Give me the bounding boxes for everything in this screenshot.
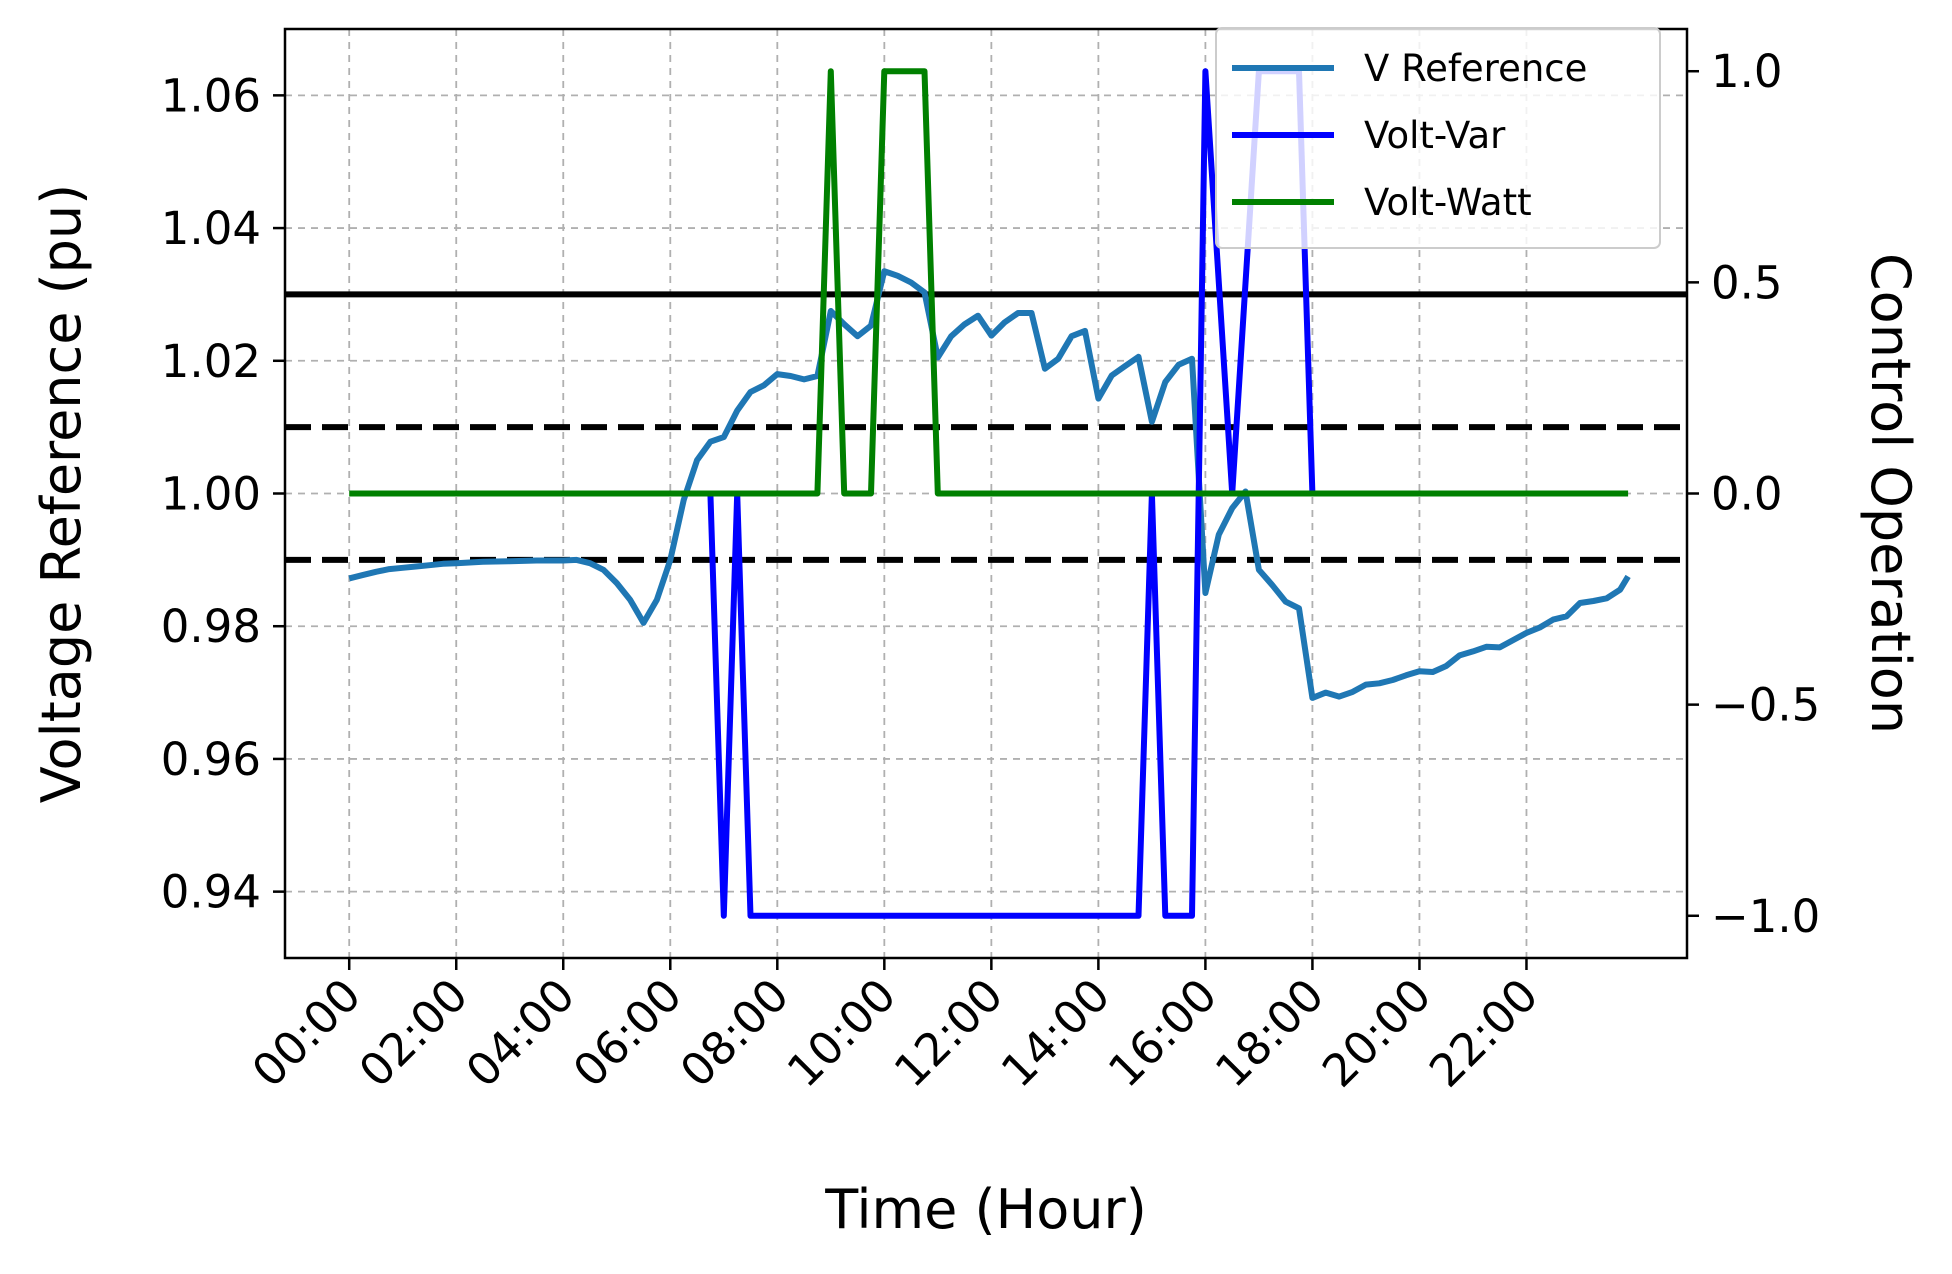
series-line-v-reference <box>348 268 1631 701</box>
right-y-tick-label: −1.0 <box>1711 890 1820 943</box>
series-line-volt-watt <box>349 68 1629 497</box>
left-y-tick-label: 1.02 <box>161 335 261 388</box>
legend: V Reference Volt-Var Volt-Watt <box>1215 27 1661 249</box>
right-y-axis-title: Control Operation <box>1859 253 1922 734</box>
left-y-axis-title: Voltage Reference (pu) <box>30 184 93 803</box>
left-y-axis: 0.94 0.96 0.98 1.00 1.02 1.04 1.06 <box>161 69 285 919</box>
left-y-tick-label: 0.94 <box>161 866 261 919</box>
right-y-tick-label: −0.5 <box>1711 679 1820 732</box>
legend-label-v-reference: V Reference <box>1364 47 1587 90</box>
legend-label-volt-watt: Volt-Watt <box>1364 181 1532 224</box>
right-y-axis: −1.0 −0.5 0.0 0.5 1.0 <box>1687 45 1820 943</box>
right-y-tick-label: 0.5 <box>1711 256 1783 309</box>
left-y-tick-label: 0.96 <box>161 733 261 786</box>
left-y-tick-label: 1.00 <box>161 468 261 521</box>
left-y-tick-label: 0.98 <box>161 600 261 653</box>
x-axis-title: Time (Hour) <box>824 1178 1147 1241</box>
left-y-tick-label: 1.04 <box>161 202 261 255</box>
right-y-tick-label: 0.0 <box>1711 468 1783 521</box>
legend-label-volt-var: Volt-Var <box>1364 114 1506 157</box>
right-y-tick-label: 1.0 <box>1711 45 1783 98</box>
legend-box <box>1215 27 1661 249</box>
left-y-tick-label: 1.06 <box>161 69 261 122</box>
